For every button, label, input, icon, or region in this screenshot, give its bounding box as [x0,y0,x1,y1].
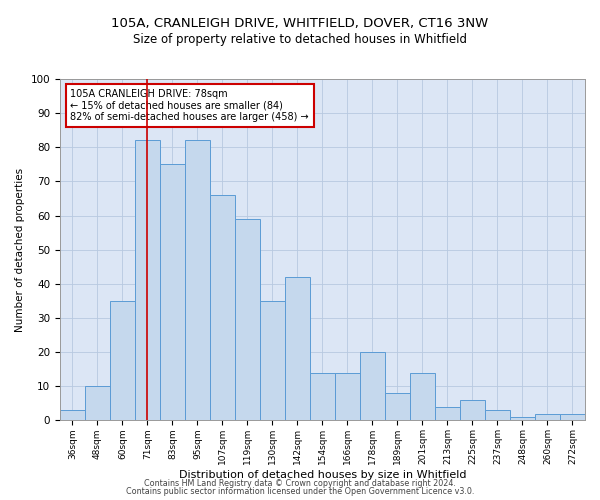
Text: 105A CRANLEIGH DRIVE: 78sqm
← 15% of detached houses are smaller (84)
82% of sem: 105A CRANLEIGH DRIVE: 78sqm ← 15% of det… [70,89,309,122]
Bar [460,400,485,420]
Bar [560,414,585,420]
Bar [310,372,335,420]
Bar [410,372,435,420]
Bar [535,414,560,420]
Bar [435,407,460,420]
X-axis label: Distribution of detached houses by size in Whitfield: Distribution of detached houses by size … [179,470,466,480]
Bar [185,140,210,420]
Bar [335,372,360,420]
Bar [235,219,260,420]
Text: Contains public sector information licensed under the Open Government Licence v3: Contains public sector information licen… [126,487,474,496]
Bar [485,410,510,420]
Text: Contains HM Land Registry data © Crown copyright and database right 2024.: Contains HM Land Registry data © Crown c… [144,478,456,488]
Bar [510,417,535,420]
Bar [135,140,160,420]
Bar [110,301,135,420]
Bar [160,164,185,420]
Bar [285,277,310,420]
Bar [210,195,235,420]
Text: 105A, CRANLEIGH DRIVE, WHITFIELD, DOVER, CT16 3NW: 105A, CRANLEIGH DRIVE, WHITFIELD, DOVER,… [112,18,488,30]
Bar [85,386,110,420]
Bar [360,352,385,420]
Bar [60,410,85,420]
Bar [260,301,285,420]
Text: Size of property relative to detached houses in Whitfield: Size of property relative to detached ho… [133,32,467,46]
Bar [385,393,410,420]
Y-axis label: Number of detached properties: Number of detached properties [15,168,25,332]
